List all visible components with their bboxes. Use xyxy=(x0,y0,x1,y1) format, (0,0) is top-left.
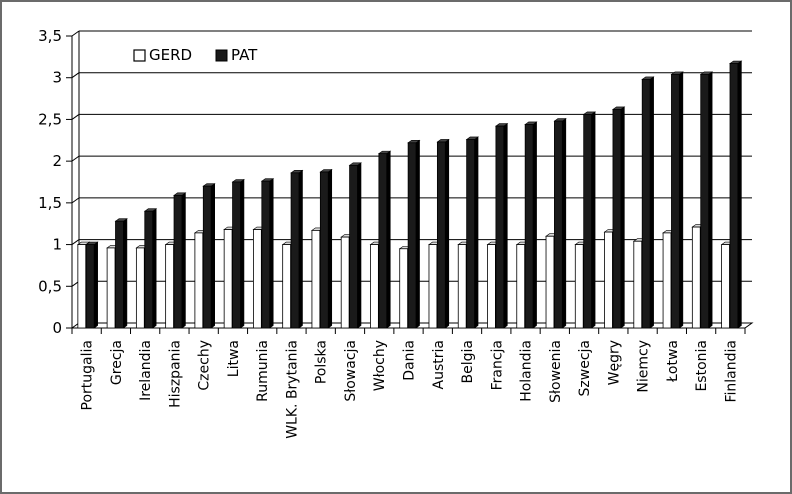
x-category-label: Rumunia xyxy=(255,340,271,402)
gridline-depth xyxy=(71,239,80,245)
x-category-label: Niemcy xyxy=(636,340,652,393)
y-axis-ticks: 0 0,5 1 1,5 2 2,5 3 3,5 xyxy=(38,27,73,337)
bar-pat xyxy=(465,136,479,329)
bar-pat xyxy=(582,111,597,329)
x-category-label: Grecja xyxy=(109,340,125,385)
x-category-label: Szwecja xyxy=(577,340,593,396)
y-tick-label: 2,5 xyxy=(38,110,62,128)
bars xyxy=(76,60,743,329)
x-category-label: Austria xyxy=(431,340,447,389)
bar-pat xyxy=(85,241,99,329)
x-category-label: Holandia xyxy=(519,340,535,402)
bar-pat xyxy=(173,192,187,329)
x-category-label: Irelandia xyxy=(138,340,154,401)
x-category-label: Hiszpania xyxy=(167,340,183,408)
x-category-label: Finlandia xyxy=(723,340,739,403)
x-category-label: Belgia xyxy=(460,340,476,383)
x-category-label: Portugalia xyxy=(80,340,96,410)
x-category-label: Czechy xyxy=(197,340,213,391)
bar-pat xyxy=(641,76,655,329)
x-category-label: WLK. Brytania xyxy=(284,340,300,439)
bar-pat xyxy=(553,118,567,329)
legend-label-pat: PAT xyxy=(231,46,258,64)
gridline-depth xyxy=(71,155,80,162)
x-category-label: Polska xyxy=(314,340,330,384)
legend-label-gerd: GERD xyxy=(149,46,192,64)
bar-pat xyxy=(670,71,684,329)
bar-pat xyxy=(348,162,362,329)
y-tick-label: 0 xyxy=(52,319,62,337)
gridline-depth xyxy=(71,197,80,204)
y-tick-label: 0,5 xyxy=(38,277,62,295)
x-category-label: Łotwa xyxy=(665,340,681,383)
bar-pat xyxy=(407,139,421,329)
bar-pat xyxy=(612,106,626,329)
bar-pat xyxy=(729,60,743,329)
y-tick-label: 1,5 xyxy=(38,194,62,212)
x-category-label: Słowacja xyxy=(343,340,359,402)
y-tick-label: 3 xyxy=(52,69,62,87)
x-category-label: Węgry xyxy=(606,340,622,385)
y-tick-label: 2 xyxy=(52,152,62,170)
bar-pat xyxy=(202,183,216,329)
bar-pat xyxy=(114,218,128,329)
bar-pat xyxy=(290,169,304,329)
legend-swatch-gerd xyxy=(133,49,146,62)
bar-pat xyxy=(231,178,245,329)
gridline-depth xyxy=(71,72,80,79)
bar-pat xyxy=(494,123,509,329)
bar-pat xyxy=(260,178,275,329)
bar-pat xyxy=(319,168,333,329)
bar-pat xyxy=(524,121,538,329)
bar-pat xyxy=(143,208,158,329)
x-category-label: Dania xyxy=(402,340,418,381)
bar-pat xyxy=(377,150,392,329)
gridline-depth xyxy=(71,114,80,120)
gridline-depth xyxy=(71,30,80,37)
legend: GERD PAT xyxy=(133,46,258,64)
x-category-label: Estonia xyxy=(694,340,710,392)
x-category-label: Słowenia xyxy=(548,340,564,403)
y-tick-label: 3,5 xyxy=(38,27,62,45)
x-category-label: Francja xyxy=(489,340,505,390)
bar-pat xyxy=(699,71,714,329)
x-category-label: Litwa xyxy=(226,340,242,377)
x-category-label: Włochy xyxy=(372,340,388,391)
x-axis-categories: Portugalia Grecja Irelandia Hiszpania Czechy… xyxy=(71,328,746,439)
legend-swatch-pat xyxy=(215,49,228,62)
bar-pat xyxy=(436,138,450,329)
y-tick-label: 1 xyxy=(52,236,62,254)
